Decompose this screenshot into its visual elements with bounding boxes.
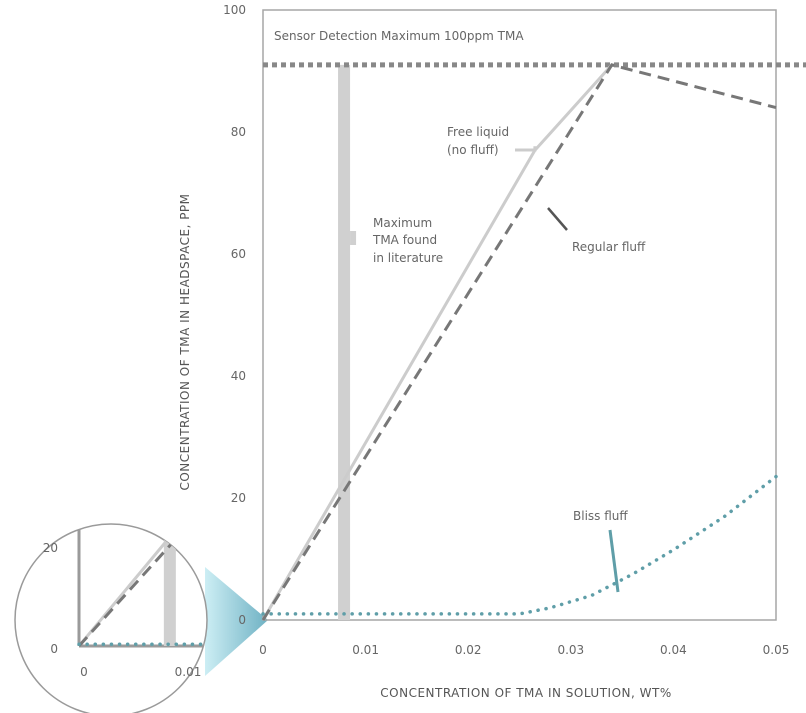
x-tick-label: 0.04 [660, 643, 687, 657]
x-tick-label: 0.03 [557, 643, 584, 657]
bliss-fluff-label: Bliss fluff [573, 509, 628, 523]
x-tick-label: 0.01 [352, 643, 379, 657]
y-tick-label: 40 [231, 369, 246, 383]
regular-fluff-label: Regular fluff [572, 240, 646, 254]
y-tick-label: 20 [231, 491, 246, 505]
inset-y-tick-0: 0 [50, 642, 58, 656]
x-axis-title: CONCENTRATION OF TMA IN SOLUTION, WT% [380, 686, 671, 700]
y-axis-title: CONCENTRATION OF TMA IN HEADSPACE, PPM [178, 193, 192, 490]
sensor-max-label: Sensor Detection Maximum 100ppm TMA [274, 29, 524, 43]
plot-frame [262, 9, 777, 621]
literature-max-bar [338, 64, 351, 620]
max-tma-label-line2: TMA found [372, 233, 437, 247]
inset-free-liquid-line [77, 524, 207, 647]
inset-y-tick-20: 20 [43, 541, 58, 555]
y-tick-label: 60 [231, 247, 246, 261]
y-tick-label: 0 [238, 613, 246, 627]
zoom-connector [205, 567, 268, 676]
free-liquid-label-line2: (no fluff) [447, 143, 499, 157]
zoom-inset: 20 0 0 0.01 [14, 523, 208, 713]
regular-fluff-leader [547, 207, 568, 231]
inset-regular-fluff-line [77, 524, 207, 648]
x-tick-label: 0 [259, 643, 267, 657]
x-tick-label: 0.05 [763, 643, 790, 657]
max-tma-label-line1: Maximum [373, 216, 432, 230]
free-liquid-label-line1: Free liquid [447, 125, 509, 139]
regular-fluff-line [261, 63, 777, 621]
inset-x-tick-0: 0 [80, 665, 88, 679]
y-tick-label: 100 [223, 3, 246, 17]
free-liquid-leader [515, 146, 537, 152]
max-tma-label-line3: in literature [373, 251, 443, 265]
inset-x-tick-001: 0.01 [175, 665, 202, 679]
y-tick-label: 80 [231, 125, 246, 139]
max-tma-leader [350, 231, 357, 245]
inset-literature-bar [163, 524, 176, 646]
bliss-fluff-leader [608, 529, 620, 593]
x-tick-label: 0.02 [455, 643, 482, 657]
